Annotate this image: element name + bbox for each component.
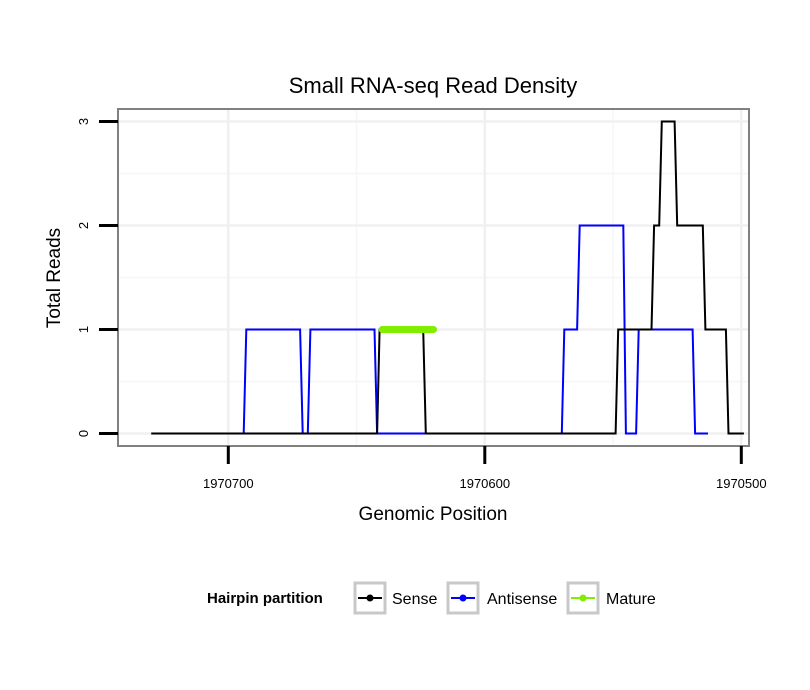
- x-axis-label: Genomic Position: [359, 504, 508, 525]
- y-tick-label: 0: [76, 430, 91, 437]
- chart-title: Small RNA-seq Read Density: [289, 73, 578, 98]
- y-tick-label: 1: [76, 326, 91, 333]
- plot-panel: [117, 108, 750, 447]
- legend-item-mature: Mature: [566, 581, 656, 615]
- legend-item-sense: Sense: [353, 581, 437, 615]
- y-axis: 0 1 2 3: [76, 118, 118, 437]
- legend-key-point: [459, 594, 467, 602]
- x-tick-label: 1970600: [459, 476, 510, 491]
- y-tick-label: 2: [76, 222, 91, 229]
- x-tick-label: 1970700: [203, 476, 254, 491]
- legend-items: Sense Antisense Mature: [353, 581, 656, 615]
- legend-key-point: [579, 594, 587, 602]
- series-layer: [151, 120, 744, 435]
- legend-label: Mature: [606, 591, 656, 608]
- legend: Hairpin partition Sense Antisense Mature: [207, 581, 656, 615]
- x-tick-label: 1970500: [716, 476, 767, 491]
- x-axis: 1970700 1970600 1970500: [203, 446, 767, 491]
- y-tick-label: 3: [76, 118, 91, 125]
- y-axis-label: Total Reads: [44, 228, 65, 328]
- legend-title: Hairpin partition: [207, 590, 323, 607]
- legend-key-point: [366, 594, 374, 602]
- legend-label: Sense: [392, 591, 437, 608]
- legend-label: Antisense: [487, 591, 557, 608]
- legend-item-antisense: Antisense: [446, 581, 557, 615]
